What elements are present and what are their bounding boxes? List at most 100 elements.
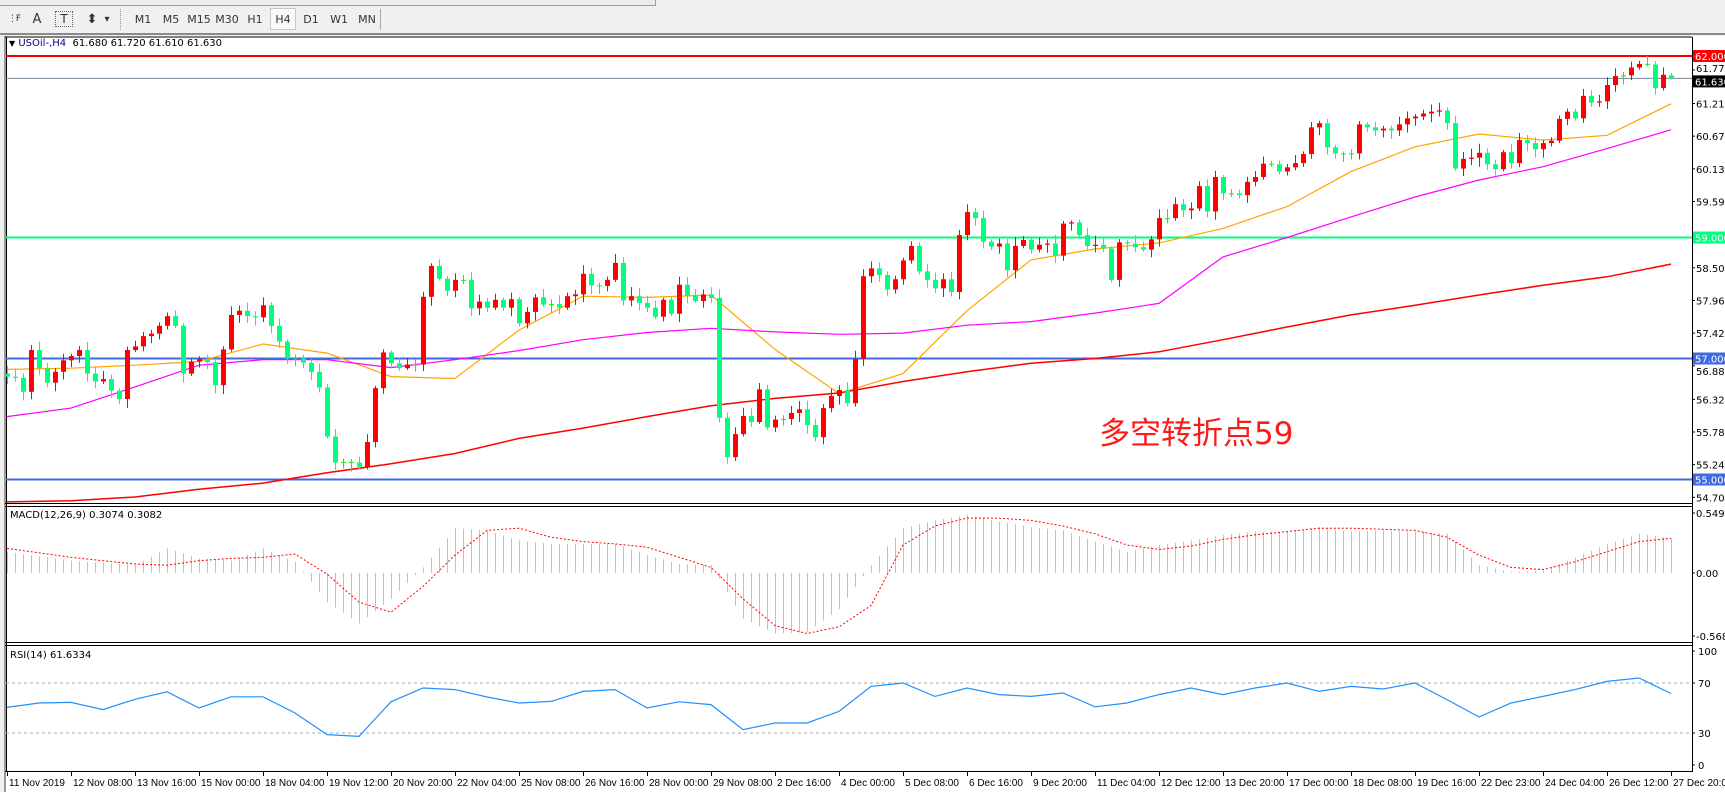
candle — [1533, 137, 1538, 158]
candle — [701, 289, 706, 308]
candle-body — [557, 304, 562, 308]
timeframe-mn-button[interactable]: MN — [358, 12, 376, 26]
price-tick-label: 61.215 — [1696, 99, 1725, 110]
timeframe-m5-button[interactable]: M5 — [162, 12, 180, 26]
annotation-text: 多空转折点59 — [1099, 416, 1294, 452]
candle-body — [613, 262, 618, 280]
toolbar-separator — [120, 9, 122, 30]
candle-body — [309, 362, 314, 372]
candle — [901, 257, 906, 285]
level-price-label: 57.000 — [1695, 355, 1725, 366]
candle-body — [461, 279, 466, 281]
candle-body — [1581, 95, 1586, 119]
candle-body — [733, 434, 738, 458]
candle-body — [197, 359, 202, 362]
candle — [133, 340, 138, 353]
candle — [1501, 149, 1506, 172]
candle — [269, 301, 274, 334]
candle — [1373, 121, 1378, 136]
candle — [1093, 235, 1098, 253]
price-tick-label: 59.595 — [1696, 198, 1725, 209]
candle-body — [637, 296, 642, 303]
candle-body — [1205, 186, 1210, 212]
candle-body — [157, 325, 162, 334]
candle-body — [485, 301, 490, 308]
candle — [1061, 221, 1066, 261]
candle-body — [909, 245, 914, 261]
chart-title: ▼ USOil-,H4 61.680 61.720 61.610 61.630 — [9, 38, 222, 49]
candle — [1397, 116, 1402, 137]
level-price-label: 62.000 — [1695, 52, 1725, 63]
candle — [29, 345, 34, 400]
candle — [1237, 189, 1242, 199]
candle — [237, 305, 242, 323]
candle-body — [109, 379, 114, 391]
candle — [965, 204, 970, 241]
candle-body — [1149, 239, 1154, 250]
upper-toolbar-strip — [0, 0, 656, 6]
timeframe-h4-button[interactable]: H4 — [270, 8, 296, 30]
candle — [973, 208, 978, 226]
text-icon[interactable]: A — [32, 11, 42, 27]
candle — [997, 238, 1002, 254]
candle — [1301, 151, 1306, 167]
candle — [1621, 72, 1626, 85]
candle — [1157, 209, 1162, 247]
chart-menu-icon[interactable]: ▼ — [9, 39, 16, 48]
timeframe-w1-button[interactable]: W1 — [330, 12, 348, 26]
candle — [309, 358, 314, 381]
candle — [1213, 170, 1218, 220]
candle — [1317, 120, 1322, 136]
candle-body — [533, 297, 538, 312]
candle-body — [701, 294, 706, 302]
timeframe-m15-button[interactable]: M15 — [187, 12, 211, 26]
level-price-label: 55.000 — [1695, 476, 1725, 487]
candle-body — [1437, 110, 1442, 112]
candle-body — [1245, 181, 1250, 196]
candle — [565, 292, 570, 310]
candle-body — [85, 350, 90, 374]
timeframe-m30-button[interactable]: M30 — [215, 12, 239, 26]
chart-window[interactable] — [4, 36, 1725, 792]
price-tick-label: 58.500 — [1696, 264, 1725, 275]
time-tick-label: 19 Dec 16:00 — [1417, 778, 1477, 789]
timeframe-d1-button[interactable]: D1 — [303, 12, 319, 26]
candle-body — [605, 279, 610, 286]
candle — [1477, 143, 1482, 167]
candle — [445, 276, 450, 297]
timeframe-m1-button[interactable]: M1 — [134, 12, 152, 26]
candle — [349, 458, 354, 472]
macd-tick-label: 0.00 — [1696, 569, 1718, 580]
candle — [669, 296, 674, 316]
candle — [1525, 135, 1530, 152]
candle-body — [269, 305, 274, 326]
candle — [981, 210, 986, 249]
candle-body — [661, 299, 666, 317]
timeframe-h1-button[interactable]: H1 — [247, 12, 263, 26]
candle — [109, 374, 114, 398]
price-tick-label: 54.705 — [1696, 493, 1725, 504]
candle — [893, 275, 898, 294]
candle — [1437, 102, 1442, 117]
candle — [13, 368, 18, 382]
candle — [173, 310, 178, 329]
chevron-down-icon[interactable]: ▾ — [104, 13, 110, 25]
candle-body — [957, 235, 962, 292]
candle — [829, 388, 834, 413]
candle — [1253, 171, 1258, 187]
candle — [77, 345, 82, 363]
candle-body — [1301, 154, 1306, 164]
fibonacci-lines-icon[interactable]: ⋮F — [7, 14, 21, 24]
candle-body — [1613, 75, 1618, 86]
text-label-icon[interactable]: T — [55, 11, 73, 27]
candle — [789, 406, 794, 425]
arrows-icon[interactable]: ⬍ — [86, 11, 98, 27]
candle — [469, 271, 474, 316]
candle-body — [869, 268, 874, 277]
candle-body — [1341, 153, 1346, 155]
candle — [1549, 137, 1554, 147]
candle-body — [1453, 123, 1458, 169]
candle — [1165, 209, 1170, 224]
time-tick-label: 28 Nov 00:00 — [649, 778, 709, 789]
